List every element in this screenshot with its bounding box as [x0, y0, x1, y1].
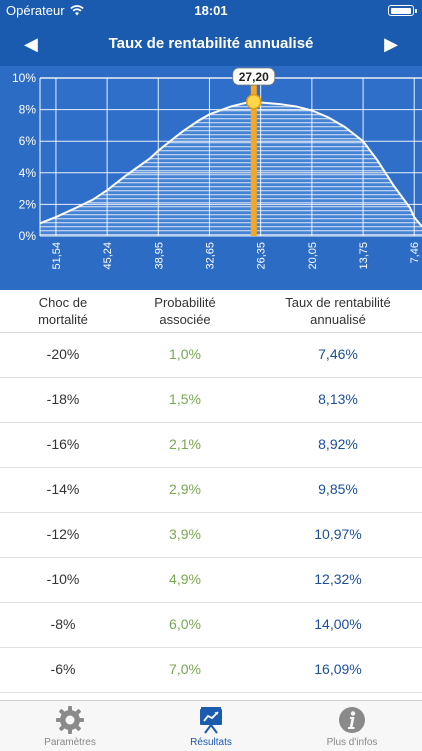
tab-label: Paramètres: [44, 737, 96, 748]
area-fill: [40, 101, 422, 236]
chart-board-icon: [196, 705, 226, 735]
status-bar: Opérateur 18:01: [0, 0, 422, 22]
tab-parametres[interactable]: Paramètres: [0, 701, 140, 751]
tab-resultats[interactable]: Résultats: [141, 701, 281, 751]
cell-probabilite: 2,1%: [169, 436, 201, 452]
tab-bar: Paramètres Résultats Plus d'infos: [0, 700, 422, 751]
marker-bubble: [232, 67, 276, 86]
gear-icon: [55, 705, 85, 735]
cell-choc: -18%: [46, 391, 80, 407]
cell-taux: 16,09%: [314, 661, 362, 677]
cell-probabilite: 2,9%: [169, 481, 201, 497]
x-tick-label: 26,35: [256, 242, 268, 270]
table-row[interactable]: -14% 2,9% 9,85%: [0, 468, 422, 513]
header-taux: Taux de rentabilité annualisé: [285, 295, 391, 327]
y-tick-label: 0%: [19, 229, 37, 243]
y-tick-label: 4%: [19, 166, 37, 180]
x-tick-label: 13,75: [358, 242, 370, 270]
x-tick-label: 7,46: [409, 242, 421, 263]
clock: 18:01: [194, 3, 228, 18]
wifi-icon: [69, 5, 84, 16]
y-tick-label: 2%: [19, 197, 37, 211]
marker-line[interactable]: [250, 78, 257, 236]
table-header: Choc de mortalité Probabilité associée Tau…: [0, 290, 422, 333]
y-tick-label: 6%: [19, 134, 37, 148]
cell-taux: 14,00%: [314, 616, 362, 632]
status-left: Opérateur: [6, 3, 84, 18]
header-choc: Choc de mortalité: [38, 295, 88, 327]
arrow-right-icon[interactable]: ▶: [384, 34, 398, 54]
x-tick-label: 32,65: [204, 242, 216, 270]
cell-taux: 12,32%: [314, 571, 362, 587]
cell-choc: -12%: [46, 526, 80, 542]
cell-choc: -16%: [46, 436, 80, 452]
x-tick-label: 20,05: [307, 242, 319, 270]
cell-taux: 7,46%: [318, 346, 358, 362]
table-row[interactable]: -18% 1,5% 8,13%: [0, 378, 422, 423]
y-tick-label: 10%: [12, 71, 36, 85]
cell-choc: -8%: [50, 616, 76, 632]
chart-area[interactable]: 10% 8% 6% 4% 2% 0% 51,54 45,24 38,95 32,65 26,35 20…: [0, 66, 422, 290]
distribution-chart[interactable]: 10% 8% 6% 4% 2% 0% 51,54 45,24 38,95 32,65 26,35 20…: [0, 66, 422, 290]
table-row[interactable]: -10% 4,9% 12,32%: [0, 558, 422, 603]
table-row[interactable]: -20% 1,0% 7,46%: [0, 333, 422, 378]
x-tick-label: 45,24: [102, 242, 114, 270]
tab-plus-infos[interactable]: Plus d'infos: [282, 701, 422, 751]
marker-handle[interactable]: [246, 93, 262, 110]
cell-taux: 10,97%: [314, 526, 362, 542]
navigation-bar: ◀ Taux de rentabilité annualisé ▶: [0, 22, 422, 66]
cell-probabilite: 3,9%: [169, 526, 201, 542]
table-row[interactable]: -12% 3,9% 10,97%: [0, 513, 422, 558]
y-tick-label: 8%: [19, 103, 37, 117]
info-icon: [337, 705, 367, 735]
tab-label: Plus d'infos: [326, 737, 378, 748]
results-table: -20% 1,0% 7,46% -18% 1,5% 8,13% -16% 2,1% 8,92% -…: [0, 333, 422, 693]
x-tick-label: 38,95: [153, 242, 165, 270]
page-title: Taux de rentabilité annualisé: [108, 35, 314, 52]
cell-probabilite: 1,0%: [169, 346, 201, 362]
cell-taux: 8,13%: [318, 391, 358, 407]
cell-probabilite: 4,9%: [169, 571, 201, 587]
table-row[interactable]: -16% 2,1% 8,92%: [0, 423, 422, 468]
cell-probabilite: 7,0%: [169, 661, 201, 677]
arrow-left-icon[interactable]: ◀: [24, 34, 38, 54]
cell-choc: -10%: [46, 571, 80, 587]
cell-probabilite: 1,5%: [169, 391, 201, 407]
battery-icon: [388, 5, 417, 16]
header-probabilite: Probabilité associée: [154, 295, 216, 327]
cell-choc: -20%: [46, 346, 80, 362]
cell-choc: -14%: [46, 481, 80, 497]
table-row[interactable]: -6% 7,0% 16,09%: [0, 648, 422, 693]
cell-probabilite: 6,0%: [169, 616, 201, 632]
x-tick-label: 51,54: [51, 242, 63, 270]
cell-choc: -6%: [50, 661, 76, 677]
carrier-label: Opérateur: [6, 3, 65, 18]
cell-taux: 8,92%: [318, 436, 358, 452]
cell-taux: 9,85%: [318, 481, 358, 497]
tab-label: Résultats: [190, 737, 232, 748]
marker-value: 27,20: [239, 70, 269, 84]
table-row[interactable]: -8% 6,0% 14,00%: [0, 603, 422, 648]
